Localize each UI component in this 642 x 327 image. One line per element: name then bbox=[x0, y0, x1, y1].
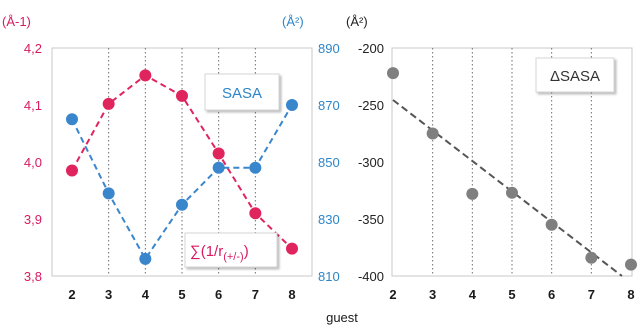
delta-y-tick-label: -300 bbox=[358, 155, 384, 170]
left-x-tick-label: 5 bbox=[178, 287, 185, 302]
left-x-tick-label: 4 bbox=[142, 287, 150, 302]
right-y-tick-label: 850 bbox=[318, 155, 340, 170]
series-inverse-distance bbox=[66, 69, 298, 255]
legend-delta-sasa-box bbox=[535, 57, 615, 93]
delta-y-tick-label: -400 bbox=[358, 269, 384, 284]
delta-sasa-point bbox=[545, 218, 558, 231]
right-x-tick-label: 8 bbox=[627, 287, 634, 302]
legend-sasa: SASA bbox=[204, 73, 280, 111]
inverse-distance-point bbox=[139, 69, 152, 82]
sasa-point bbox=[102, 187, 115, 200]
legend-delta-sasa: ΔSASA bbox=[535, 57, 615, 93]
delta-sasa-point bbox=[585, 251, 598, 264]
inverse-distance-point bbox=[249, 207, 262, 220]
left-x-tick-label: 8 bbox=[288, 287, 295, 302]
delta-sasa-point bbox=[466, 187, 479, 200]
right-y-tick-label: 890 bbox=[318, 41, 340, 56]
legend-inverse-distance-main: ∑(1/r bbox=[190, 243, 223, 260]
right-y-tick-label: 870 bbox=[318, 98, 340, 113]
right-x-tick-label: 2 bbox=[389, 287, 396, 302]
left-x-ticks: 2 3 4 5 6 7 8 bbox=[68, 287, 295, 302]
delta-sasa-point bbox=[426, 127, 439, 140]
left-y-tick-label: 4,0 bbox=[24, 155, 42, 170]
sasa-point bbox=[66, 113, 78, 126]
delta-sasa-point bbox=[625, 258, 637, 271]
right-x-tick-label: 3 bbox=[429, 287, 436, 302]
legend-inverse-distance-close: ) bbox=[244, 243, 249, 260]
left-y-tick-label: 3,8 bbox=[24, 269, 42, 284]
legend-inverse-distance: ∑(1/r(+/-)) bbox=[184, 232, 278, 268]
left-y-ticks: 4,2 4,1 4,0 3,9 3,8 bbox=[24, 41, 42, 284]
legend-sasa-box bbox=[204, 73, 280, 111]
legend-inverse-distance-box bbox=[184, 232, 278, 268]
legend-inverse-distance-sub: (+/-) bbox=[223, 251, 243, 263]
right-x-tick-label: 7 bbox=[588, 287, 595, 302]
right-axis-unit: (Å²) bbox=[282, 14, 304, 29]
sasa-point bbox=[139, 252, 152, 265]
left-x-tick-label: 7 bbox=[252, 287, 259, 302]
inverse-distance-point bbox=[176, 89, 188, 102]
left-y-tick-label: 4,1 bbox=[24, 98, 42, 113]
delta-sasa-point bbox=[387, 67, 399, 80]
inverse-distance-point bbox=[212, 147, 225, 160]
inverse-distance-point bbox=[286, 242, 298, 255]
legend-delta-sasa-label: ΔSASA bbox=[550, 68, 600, 85]
left-x-tick-label: 6 bbox=[215, 287, 222, 302]
right-x-tick-label: 6 bbox=[548, 287, 555, 302]
delta-sasa-point bbox=[506, 186, 518, 199]
sasa-point bbox=[176, 198, 188, 211]
delta-y-tick-label: -250 bbox=[358, 98, 384, 113]
right-x-tick-label: 4 bbox=[469, 287, 477, 302]
right-x-ticks: 2 3 4 5 6 7 8 bbox=[389, 287, 634, 302]
delta-axis-unit: (Å²) bbox=[346, 14, 368, 29]
left-y-tick-label: 3,9 bbox=[24, 212, 42, 227]
delta-y-tick-label: -200 bbox=[358, 41, 384, 56]
left-y-tick-label: 4,2 bbox=[24, 41, 42, 56]
left-x-tick-label: 2 bbox=[68, 287, 75, 302]
x-axis-label: guest bbox=[326, 310, 358, 325]
inverse-distance-point bbox=[66, 164, 78, 177]
legend-inverse-distance-label: ∑(1/r(+/-)) bbox=[190, 243, 249, 263]
left-axis-unit: (Å-1) bbox=[2, 14, 31, 29]
right-y-tick-label: 810 bbox=[318, 269, 340, 284]
sasa-point bbox=[249, 161, 262, 174]
left-x-tick-label: 3 bbox=[105, 287, 112, 302]
sasa-point bbox=[212, 161, 225, 174]
inverse-distance-point bbox=[102, 97, 115, 110]
right-y-ticks: 890 870 850 830 810 bbox=[318, 41, 340, 284]
series-sasa bbox=[66, 99, 298, 265]
sasa-point bbox=[286, 99, 298, 111]
series-delta-sasa bbox=[387, 67, 637, 277]
legend-sasa-label: SASA bbox=[222, 85, 262, 102]
delta-y-ticks: -200 -250 -300 -350 -400 bbox=[358, 41, 384, 284]
right-x-tick-label: 5 bbox=[508, 287, 515, 302]
delta-y-tick-label: -350 bbox=[358, 212, 384, 227]
right-y-tick-label: 830 bbox=[318, 212, 340, 227]
